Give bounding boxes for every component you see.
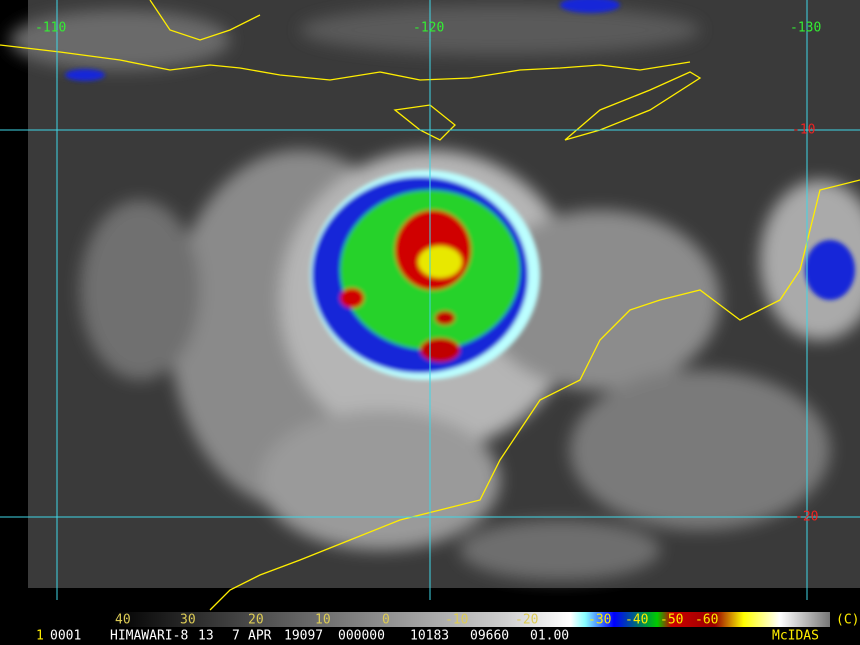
footer-field: APR	[248, 629, 272, 644]
footer-field: 13	[198, 629, 214, 644]
coastlines	[0, 0, 860, 611]
colorbar: (C) 40 30 20 10 0 -10 -20 -30 -40 -50 -60	[110, 612, 859, 628]
colorbar-label: 20	[248, 613, 264, 628]
colorbar-label: 0	[382, 613, 390, 628]
footer-field: 1	[36, 629, 44, 644]
colorbar-label: -50	[660, 613, 683, 628]
footer-field: 09660	[470, 629, 509, 644]
colorbar-label: 10	[315, 613, 331, 628]
footer-field: 19097	[284, 629, 323, 644]
footer: McIDAS 1 0001 HIMAWARI-8 13 7 APR 19097 000000 1…	[36, 629, 819, 644]
footer-field: HIMAWARI-8	[110, 629, 188, 644]
colorbar-label: -30	[588, 613, 611, 628]
lon-label: -120	[413, 21, 444, 36]
brand: McIDAS	[772, 629, 819, 644]
coastline	[393, 104, 456, 141]
footer-field: 7	[232, 629, 240, 644]
imagery	[10, 0, 860, 588]
copyright: (C)	[836, 613, 859, 628]
coastline	[0, 44, 691, 81]
lat-label: -10	[792, 123, 815, 138]
lon-label: -130	[790, 21, 821, 36]
coastline	[209, 179, 860, 611]
colorbar-label: 40	[115, 613, 131, 628]
footer-field: 01.00	[530, 629, 569, 644]
coastline	[149, 0, 261, 41]
colorbar-strip	[110, 612, 830, 627]
footer-field: 10183	[410, 629, 449, 644]
colorbar-label: -40	[625, 613, 648, 628]
colorbar-label: -20	[515, 613, 538, 628]
footer-field: 0001	[50, 629, 81, 644]
lat-lon-grid: -110 -120 -130 -10 -20	[0, 0, 860, 600]
coastline	[564, 71, 702, 141]
colorbar-label: -10	[445, 613, 468, 628]
footer-field: 000000	[338, 629, 385, 644]
colorbar-label: 30	[180, 613, 196, 628]
colorbar-label: -60	[695, 613, 718, 628]
lon-label: -110	[35, 21, 66, 36]
lat-label: -20	[795, 510, 818, 525]
